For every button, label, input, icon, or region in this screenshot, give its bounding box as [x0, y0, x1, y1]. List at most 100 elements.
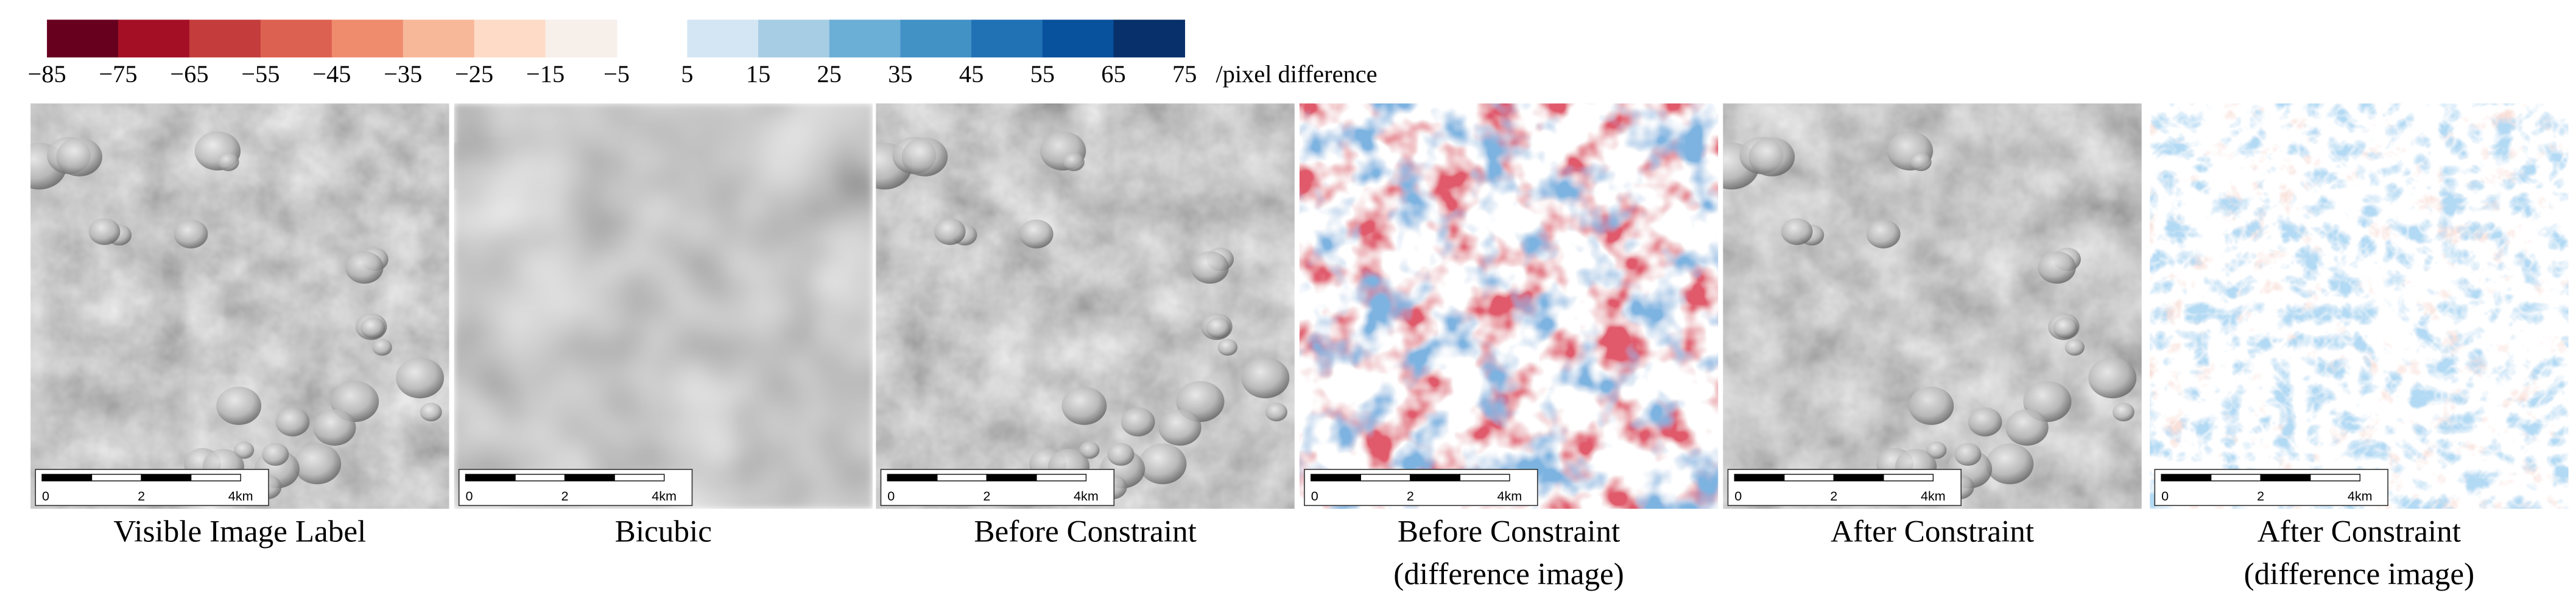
colorbar-label: −65 — [170, 60, 208, 88]
scale-bar-label: 2 — [983, 488, 990, 504]
colorbar-label: 75 — [1172, 60, 1197, 88]
crater — [2038, 251, 2076, 284]
texture — [454, 103, 873, 509]
crater — [1954, 443, 1982, 466]
crater — [174, 219, 208, 248]
crater — [1206, 317, 1231, 339]
scale-bar-segment — [1360, 474, 1411, 482]
crater — [1968, 407, 2002, 437]
scale-bar-label: 0 — [887, 488, 895, 504]
crater — [843, 402, 866, 422]
scale-bar-segment — [1883, 474, 1934, 482]
scale-bar-segment — [986, 474, 1037, 482]
crater — [769, 251, 808, 284]
crater — [2112, 402, 2134, 422]
texture — [876, 103, 1295, 509]
scale-bar-segment — [614, 474, 665, 482]
texture — [1299, 103, 1719, 509]
crater — [1063, 152, 1085, 172]
colorbar-segment — [47, 19, 119, 58]
crater — [1748, 137, 1795, 177]
crater — [2064, 339, 2085, 356]
crater — [597, 219, 632, 248]
scale-bar-label: 4km — [652, 488, 677, 504]
texture — [1723, 103, 2142, 509]
crater — [1910, 152, 1932, 172]
colorbar-segment — [189, 19, 261, 58]
crater — [657, 441, 678, 459]
crater — [736, 409, 779, 446]
panel-caption: After Constraint — [2258, 514, 2461, 549]
crater — [795, 339, 816, 356]
crater — [1241, 357, 1290, 399]
colorbar-segment — [403, 19, 475, 58]
panel-caption: (difference image) — [2244, 557, 2475, 592]
scale-bar-label: 4km — [1497, 488, 1522, 504]
colorbar-label: −15 — [526, 60, 565, 88]
scale-bar-label: 0 — [1311, 488, 1318, 504]
crater — [1265, 402, 1287, 422]
colorbar-label: −55 — [241, 60, 280, 88]
scale-bar-label: 0 — [1734, 488, 1742, 504]
colorbar-segment — [260, 19, 333, 58]
scale-bar-segment — [1734, 474, 1785, 482]
scale-bar-segment — [1311, 474, 1361, 482]
colorbar-label: −25 — [455, 60, 493, 88]
colorbar-unit: /pixel difference — [1216, 60, 1377, 88]
colorbar-label: −45 — [312, 60, 351, 88]
scale-bar-segment — [41, 474, 93, 482]
colorbar-segment — [1113, 19, 1185, 58]
crater — [233, 441, 255, 459]
scale-bar-segment — [190, 474, 241, 482]
crater — [512, 218, 544, 245]
colorbar-label: −35 — [384, 60, 422, 88]
scale-bar-segment — [887, 474, 938, 482]
scale-bar-segment — [515, 474, 566, 482]
crater — [1926, 441, 1947, 459]
panel-caption: Before Constraint — [974, 514, 1196, 549]
colorbar-label: 15 — [746, 60, 770, 88]
colorbar-label: −5 — [604, 60, 630, 88]
texture — [30, 103, 449, 509]
crater — [275, 407, 310, 437]
crater — [819, 357, 868, 399]
panel-image: 0 2 4km — [2150, 103, 2569, 509]
scale-bar-label: 2 — [1407, 488, 1414, 504]
colorbar-label: 55 — [1030, 60, 1055, 88]
colorbar-label: −75 — [99, 60, 137, 88]
crater — [313, 409, 356, 446]
scale-bar-segment — [2310, 474, 2360, 482]
crater — [361, 317, 385, 339]
crater — [699, 407, 733, 437]
colorbar-segment — [758, 19, 830, 58]
colorbar-segment — [545, 19, 618, 58]
colorbar-segment — [829, 19, 901, 58]
scale-bar-label: 2 — [1830, 488, 1837, 504]
crater — [345, 251, 384, 284]
scale-bar-segment — [91, 474, 142, 482]
scale-bar-segment — [2210, 474, 2261, 482]
colorbar-label: −85 — [27, 60, 66, 88]
scale-bar-label: 2 — [2257, 488, 2264, 504]
colorbar-segment — [474, 19, 546, 58]
panel-image: 0 2 4km — [454, 103, 873, 509]
crater — [1019, 219, 1054, 248]
crater — [639, 387, 685, 425]
scale-bar-segment — [2161, 474, 2212, 482]
colorbar-segment — [331, 19, 404, 58]
crater — [88, 218, 121, 245]
crater — [56, 137, 102, 177]
panel-caption: Visible Image Label — [113, 514, 366, 549]
colorbar-segment — [1042, 19, 1114, 58]
scale-bar-label: 2 — [561, 488, 569, 504]
crater — [685, 443, 713, 466]
crater — [1191, 251, 1229, 284]
crater — [217, 152, 239, 172]
crater — [934, 218, 966, 245]
scale-bar-segment — [1459, 474, 1510, 482]
crater — [2005, 409, 2049, 446]
crater — [1781, 218, 1813, 245]
scale-bar-label: 0 — [2161, 488, 2169, 504]
crater — [420, 402, 442, 422]
